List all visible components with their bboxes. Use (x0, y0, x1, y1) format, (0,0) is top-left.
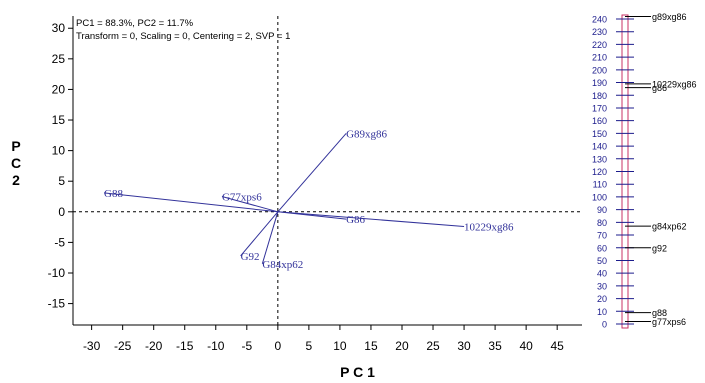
y-tick-label: 20 (52, 82, 66, 96)
vector-label: G89xg86 (346, 128, 387, 140)
x-tick-label: -30 (83, 339, 101, 353)
x-tick-label: 15 (364, 339, 378, 353)
x-tick-label: 40 (519, 339, 533, 353)
main-plot-area: -15 -10 -5 0 5 10 15 20 25 30 -30 -25 -20 -15 -10 -5 0 5 1… (11, 16, 582, 380)
y-tick-label: 0 (58, 205, 65, 219)
vector-line (277, 133, 347, 213)
scale-tick-label: 180 (592, 91, 607, 101)
scale-marker-label: g86 (652, 83, 667, 93)
vector-line (221, 196, 278, 213)
scale-tick-label: 20 (597, 294, 607, 304)
vector-label: G86 (346, 214, 365, 226)
x-tick-label: 5 (306, 339, 313, 353)
scale-tick-label: 10 (597, 307, 607, 317)
x-tick-label: -20 (145, 339, 163, 353)
scale-bar-panel: 0 10 20 30 40 50 60 70 80 90 100 110 120 130 140 150 160… (592, 12, 697, 330)
x-tick-label: -10 (207, 339, 225, 353)
scale-tick-label: 40 (597, 269, 607, 279)
x-tick-label: 0 (274, 339, 281, 353)
vector-label: G88 (104, 188, 123, 200)
vector-label: G77xps6 (222, 192, 262, 204)
vector-label: G84xp62 (262, 259, 303, 271)
vector-label: 10229xg86 (464, 221, 514, 233)
scale-tick-label: 240 (592, 15, 607, 25)
scale-marker-label: g84xp62 (652, 222, 687, 232)
scale-tick-label: 90 (597, 205, 607, 215)
y-axis-label: 2 (12, 172, 20, 188)
y-tick-label: 15 (52, 113, 66, 127)
x-tick-label: 10 (333, 339, 347, 353)
x-tick-label: -25 (114, 339, 132, 353)
scale-tick-label: 150 (592, 129, 607, 139)
annotation-text: Transform = 0, Scaling = 0, Centering = … (76, 31, 290, 42)
x-axis-label: P C 1 (340, 364, 375, 380)
scale-tick-label: 160 (592, 116, 607, 126)
scale-tick-label: 60 (597, 243, 607, 253)
vector-line (277, 211, 465, 227)
scale-tick-label: 210 (592, 53, 607, 63)
scale-tick-label: 120 (592, 167, 607, 177)
y-tick-label: -15 (48, 297, 66, 311)
x-tick-label: 25 (426, 339, 440, 353)
scale-marker-label: g92 (652, 243, 667, 253)
scale-tick-label: 0 (602, 320, 607, 330)
annotation-text: PC1 = 88.3%, PC2 = 11.7% (76, 18, 194, 29)
y-axis-label: C (11, 155, 21, 171)
x-tick-label: 30 (457, 339, 471, 353)
vector-label: G92 (241, 251, 260, 263)
vector-line (240, 211, 279, 257)
scale-tick-label: 30 (597, 281, 607, 291)
scale-tick-label: 110 (593, 180, 607, 190)
x-tick-label: 35 (488, 339, 502, 353)
scale-marker-label: g88 (652, 308, 667, 318)
scale-tick-label: 200 (592, 65, 607, 75)
scale-tick-label: 80 (597, 218, 607, 228)
scale-tick-label: 50 (597, 256, 607, 266)
scale-tick-label: 170 (592, 103, 607, 113)
scale-tick-label: 190 (592, 78, 607, 88)
y-tick-label: 25 (52, 52, 66, 66)
vector-line (261, 211, 279, 264)
x-tick-label: 20 (395, 339, 409, 353)
scale-tick-label: 230 (592, 27, 607, 37)
scale-tick-label: 130 (592, 154, 607, 164)
y-tick-label: 10 (52, 144, 66, 158)
scale-marker-label: g77xps6 (652, 317, 686, 327)
y-tick-label: -10 (48, 266, 66, 280)
x-tick-label: -15 (176, 339, 194, 353)
scale-marker-label: g89xg86 (652, 12, 687, 22)
vector-line (103, 192, 278, 213)
y-axis-label: P (11, 138, 20, 154)
scale-marker-label: 10229xg86 (652, 79, 697, 89)
y-tick-label: -5 (54, 235, 65, 249)
x-tick-label: -5 (241, 339, 252, 353)
x-tick-label: 45 (550, 339, 564, 353)
y-tick-label: 5 (58, 174, 65, 188)
scale-tick-label: 220 (592, 40, 607, 50)
y-tick-label: 30 (52, 21, 66, 35)
scale-tick-label: 100 (592, 192, 607, 202)
scale-tick-label: 140 (592, 142, 607, 152)
scale-tick-label: 70 (597, 231, 607, 241)
